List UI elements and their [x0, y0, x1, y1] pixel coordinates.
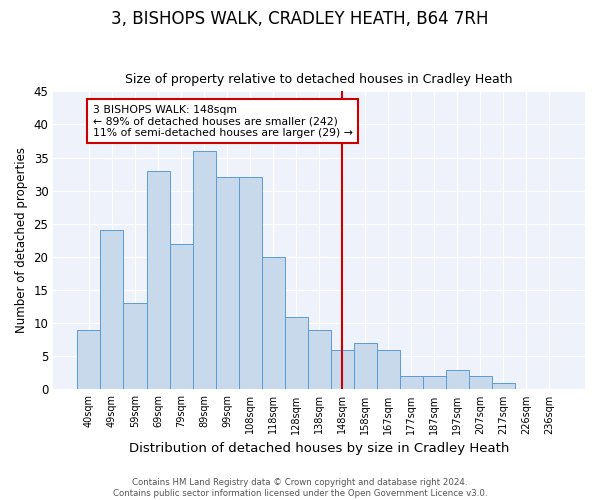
- Bar: [100, 230, 124, 390]
- Bar: [193, 151, 215, 390]
- Text: 3, BISHOPS WALK, CRADLEY HEATH, B64 7RH: 3, BISHOPS WALK, CRADLEY HEATH, B64 7RH: [111, 10, 489, 28]
- Bar: [469, 376, 492, 390]
- Bar: [215, 178, 239, 390]
- Bar: [331, 350, 353, 390]
- Text: Contains HM Land Registry data © Crown copyright and database right 2024.
Contai: Contains HM Land Registry data © Crown c…: [113, 478, 487, 498]
- Bar: [284, 316, 308, 390]
- Text: 3 BISHOPS WALK: 148sqm
← 89% of detached houses are smaller (242)
11% of semi-de: 3 BISHOPS WALK: 148sqm ← 89% of detached…: [92, 104, 352, 138]
- X-axis label: Distribution of detached houses by size in Cradley Heath: Distribution of detached houses by size …: [129, 442, 509, 455]
- Y-axis label: Number of detached properties: Number of detached properties: [15, 148, 28, 334]
- Bar: [308, 330, 331, 390]
- Bar: [77, 330, 100, 390]
- Title: Size of property relative to detached houses in Cradley Heath: Size of property relative to detached ho…: [125, 73, 513, 86]
- Bar: [400, 376, 423, 390]
- Bar: [377, 350, 400, 390]
- Bar: [353, 343, 377, 390]
- Bar: [262, 257, 284, 390]
- Bar: [170, 244, 193, 390]
- Bar: [124, 304, 146, 390]
- Bar: [446, 370, 469, 390]
- Bar: [492, 383, 515, 390]
- Bar: [239, 178, 262, 390]
- Bar: [146, 171, 170, 390]
- Bar: [423, 376, 446, 390]
